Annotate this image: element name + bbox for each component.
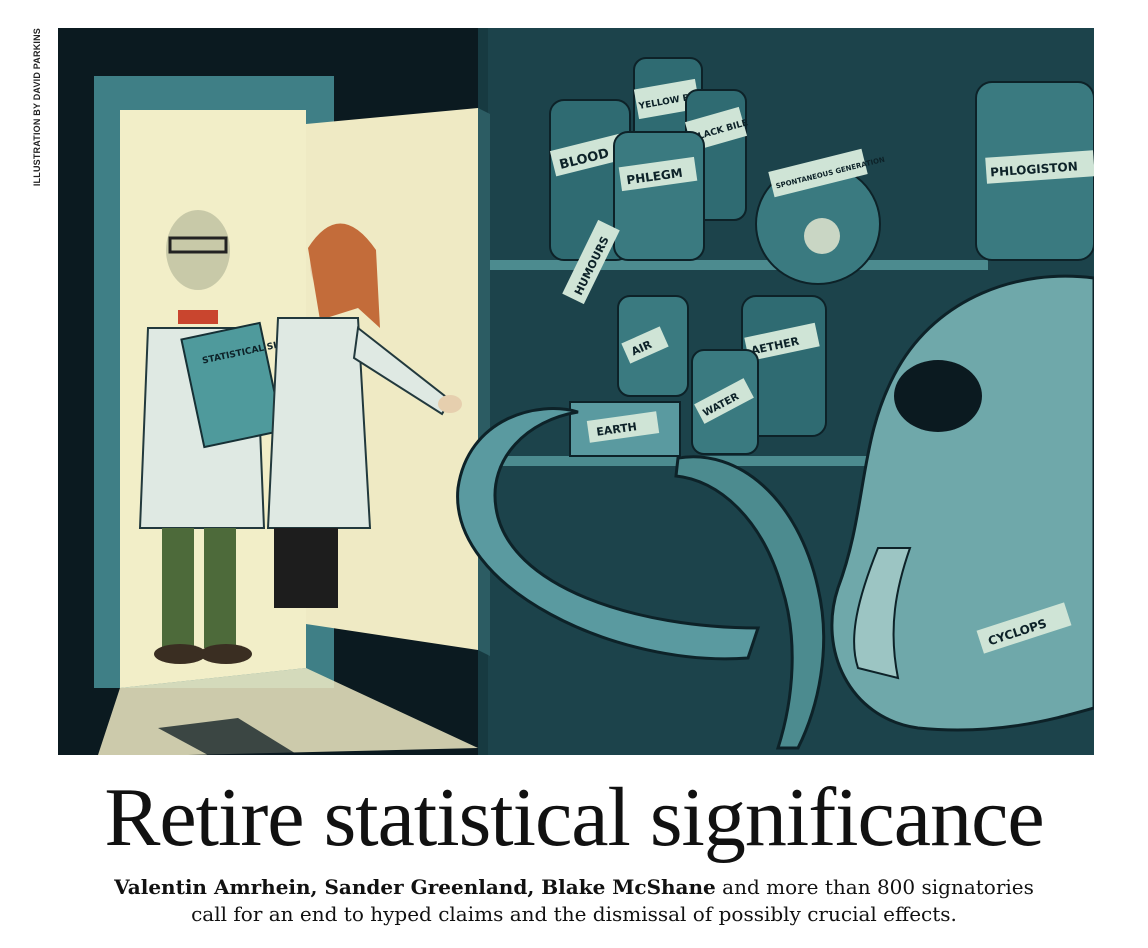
box-label-earth: EARTH bbox=[596, 420, 638, 439]
standfirst-line-1-rest: and more than 800 signatories bbox=[715, 875, 1034, 899]
jar-phlegm: PHLEGM bbox=[613, 131, 705, 261]
jar-blood: BLOOD bbox=[549, 99, 631, 261]
cartoon-illustration: STATISTICAL SIGNIFICANCE BLOOD YELLOW BI… bbox=[58, 28, 1094, 755]
female-scientist bbox=[266, 223, 462, 608]
headline: Retire statistical significance bbox=[104, 771, 1044, 864]
tusk bbox=[456, 407, 761, 661]
standfirst: Valentin Amrhein, Sander Greenland, Blak… bbox=[0, 874, 1148, 928]
jar-water: WATER bbox=[691, 349, 759, 455]
standfirst-line-2: call for an end to hyped claims and the … bbox=[191, 902, 957, 926]
upper-shelf bbox=[488, 260, 988, 270]
illustration-credit: ILLUSTRATION BY DAVID PARKINS bbox=[30, 28, 44, 188]
standfirst-authors: Valentin Amrhein, Sander Greenland, Blak… bbox=[114, 875, 716, 899]
jar-label-phlogiston: PHLOGISTON bbox=[990, 159, 1078, 179]
jar-spontaneous-generation: SPONTANEOUS GENERATION bbox=[755, 148, 886, 285]
standfirst-line-1: Valentin Amrhein, Sander Greenland, Blak… bbox=[0, 874, 1148, 901]
jar-air: AIR bbox=[617, 295, 689, 397]
illustration-credit-text: ILLUSTRATION BY DAVID PARKINS bbox=[32, 28, 42, 187]
box-earth: EARTH bbox=[569, 401, 681, 457]
jar-aether: AETHER bbox=[741, 295, 827, 437]
cyclops-skull: CYCLOPS bbox=[830, 274, 1094, 732]
jar-phlogiston: PHLOGISTON bbox=[975, 81, 1094, 261]
door-edge bbox=[478, 108, 490, 656]
floor-shadow bbox=[158, 718, 298, 755]
cartoon-svg: STATISTICAL SIGNIFICANCE BLOOD YELLOW BI… bbox=[58, 28, 1094, 755]
tusk-second bbox=[674, 455, 826, 750]
